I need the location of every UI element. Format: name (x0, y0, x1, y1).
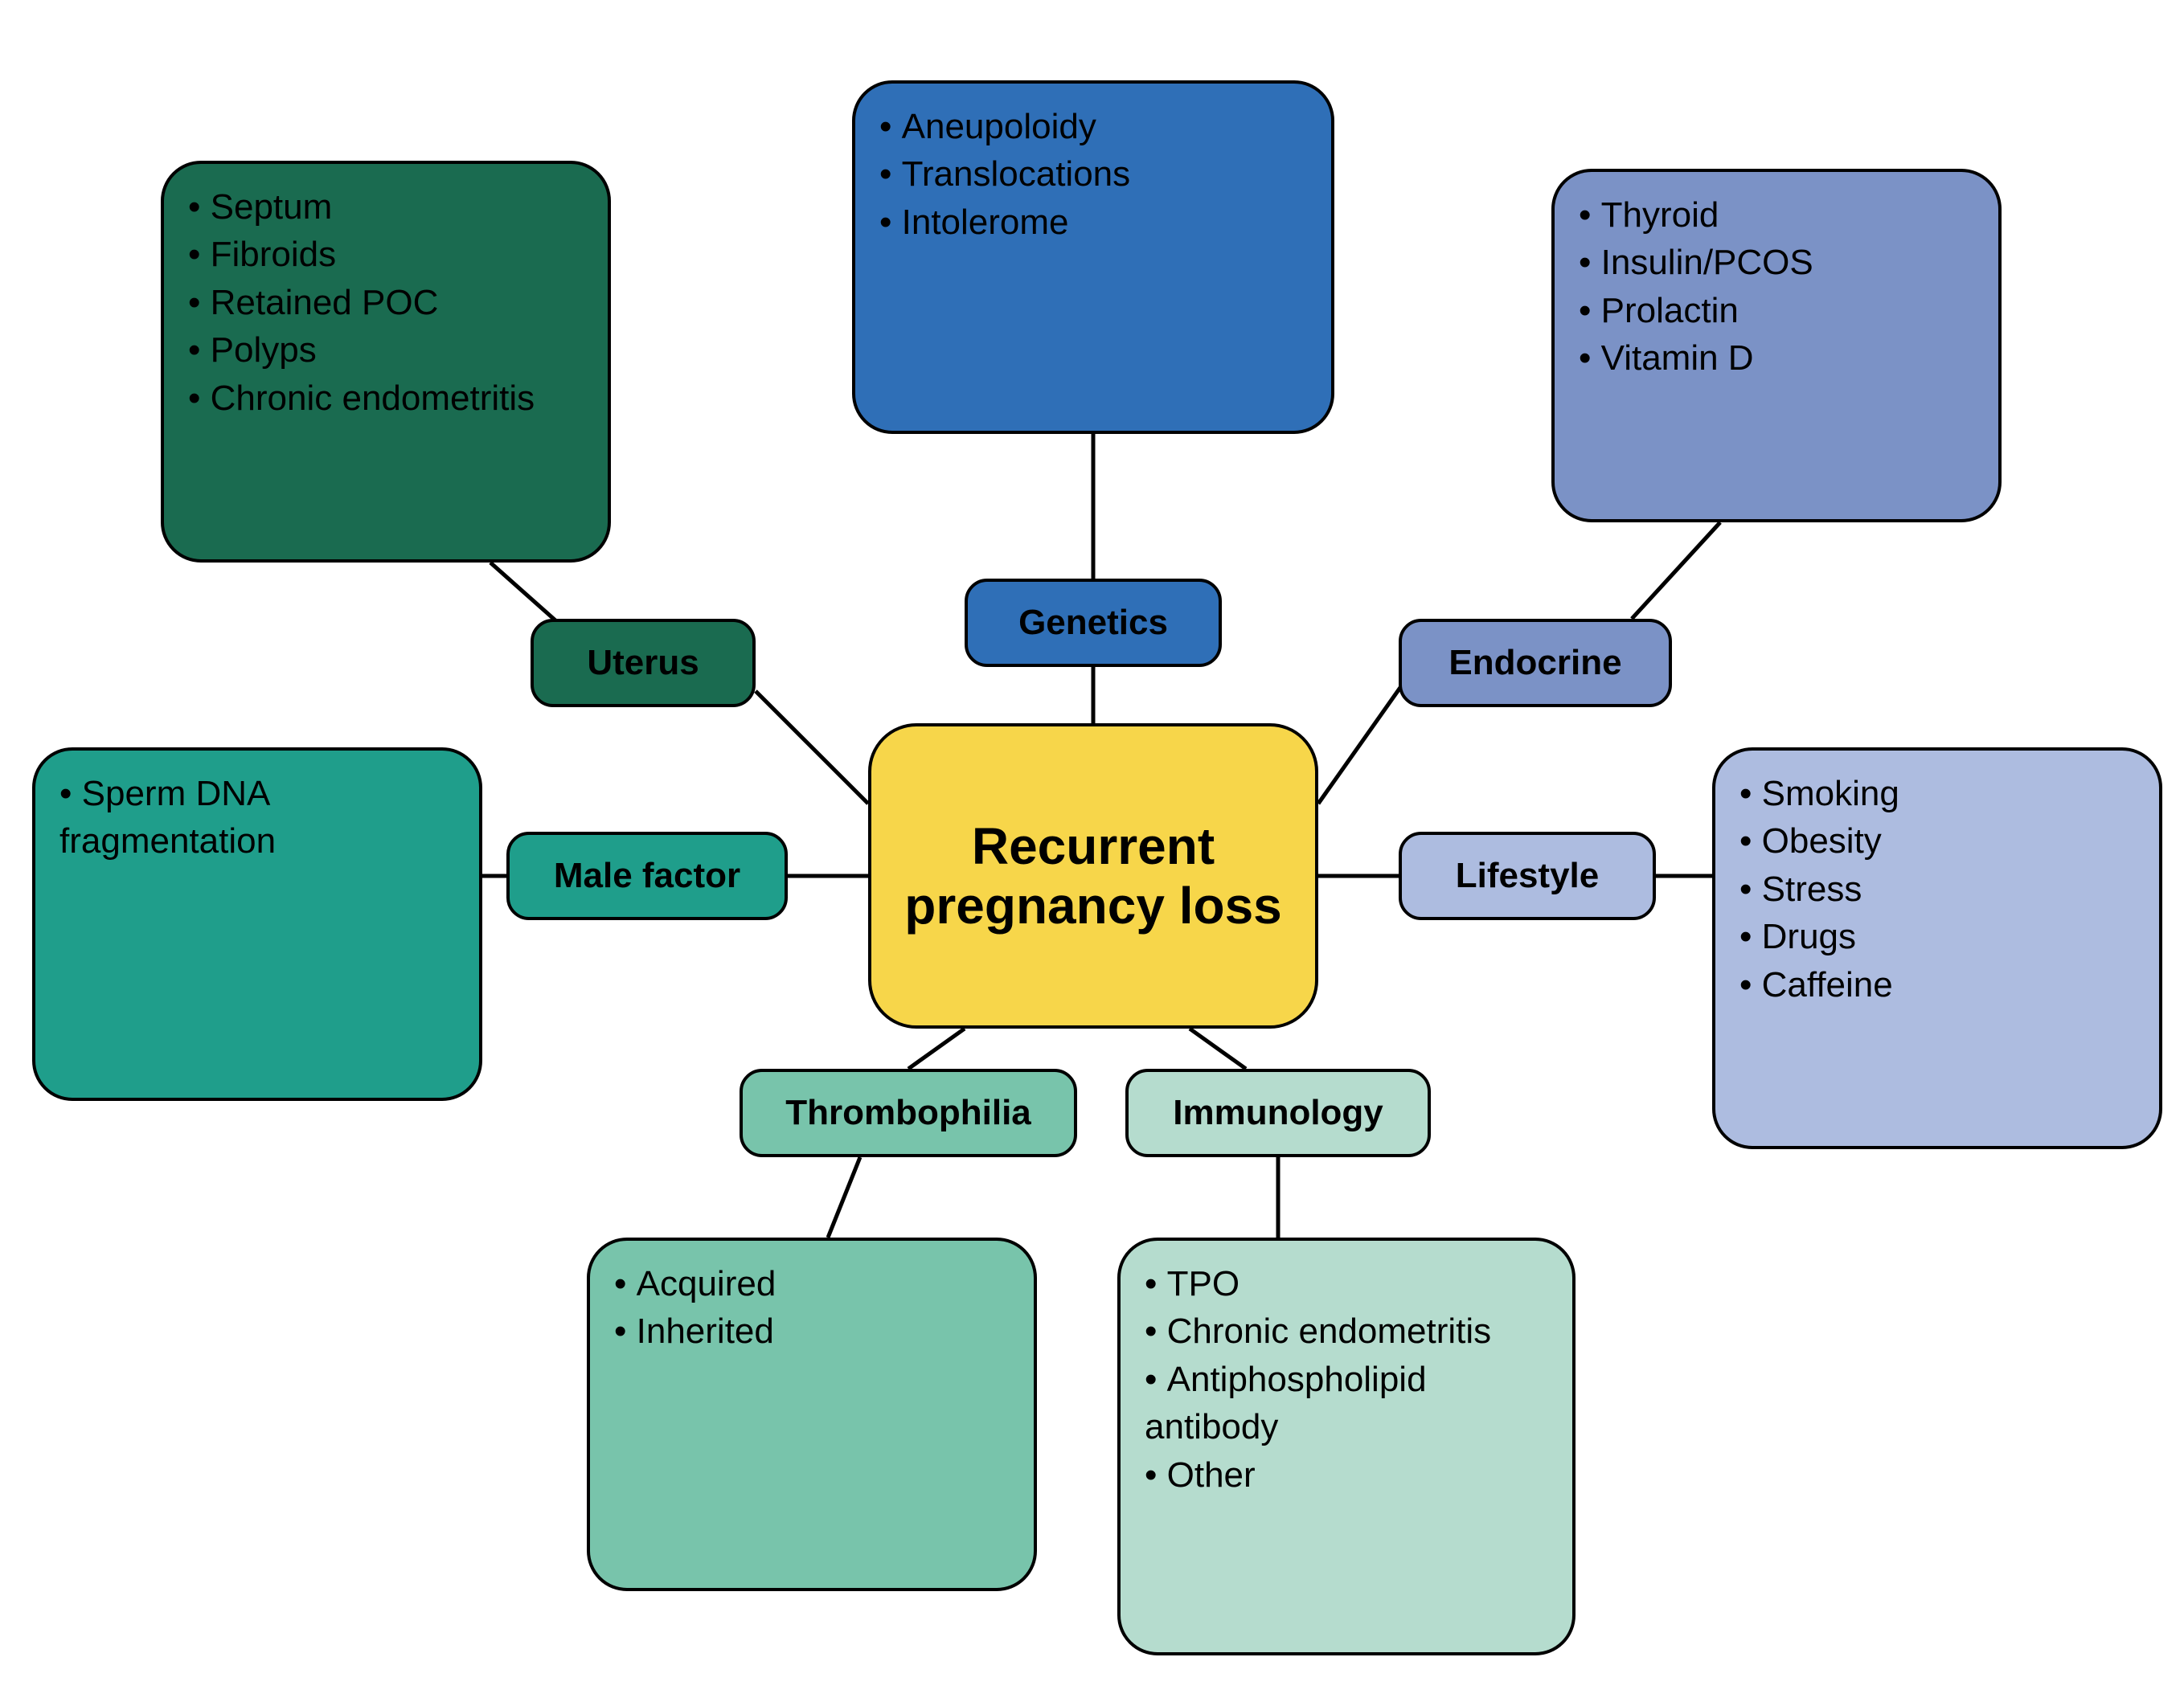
detail-item: Chronic endometritis (1145, 1307, 1548, 1355)
detail-item: Obesity (1739, 817, 2135, 865)
detail-item: Smoking (1739, 770, 2135, 817)
category-detail-male-factor: Sperm DNA fragmentation (32, 747, 482, 1101)
detail-item: Translocations (879, 150, 1307, 198)
detail-item: Septum (188, 183, 584, 231)
category-label-uterus: Uterus (531, 619, 756, 707)
detail-item: Drugs (1739, 913, 2135, 960)
detail-item: Vitamin D (1579, 334, 1974, 382)
detail-item: Aneupoloidy (879, 103, 1307, 150)
detail-item: Insulin/PCOS (1579, 239, 1974, 286)
detail-item: Inherited (614, 1307, 1010, 1355)
diagram-canvas: Recurrent pregnancy loss Genetics Aneupolo… (0, 0, 2184, 1694)
category-detail-uterus: SeptumFibroidsRetained POCPolypsChronic … (161, 161, 611, 563)
detail-item: Antiphospholipid antibody (1145, 1356, 1548, 1451)
detail-item: Retained POC (188, 279, 584, 326)
detail-item: Acquired (614, 1260, 1010, 1307)
detail-item: TPO (1145, 1260, 1548, 1307)
center-node: Recurrent pregnancy loss (868, 723, 1318, 1029)
detail-item: Fibroids (188, 231, 584, 278)
detail-item: Thyroid (1579, 191, 1974, 239)
detail-list-genetics: AneupoloidyTranslocationsIntolerome (879, 103, 1307, 246)
category-detail-thrombophilia: AcquiredInherited (587, 1238, 1037, 1591)
detail-item: Caffeine (1739, 961, 2135, 1009)
category-label-lifestyle: Lifestyle (1399, 832, 1656, 920)
category-label-male-factor: Male factor (506, 832, 788, 920)
detail-list-endocrine: ThyroidInsulin/PCOSProlactinVitamin D (1579, 191, 1974, 383)
category-label-thrombophilia: Thrombophilia (740, 1069, 1077, 1157)
detail-item: Chronic endometritis (188, 374, 584, 422)
detail-item: Stress (1739, 865, 2135, 913)
category-label-genetics: Genetics (965, 579, 1222, 667)
detail-item: Sperm DNA fragmentation (59, 770, 455, 865)
detail-item: Intolerome (879, 198, 1307, 246)
detail-item: Prolactin (1579, 287, 1974, 334)
category-detail-immunology: TPOChronic endometritisAntiphospholipid … (1117, 1238, 1576, 1655)
category-label-endocrine: Endocrine (1399, 619, 1672, 707)
category-detail-endocrine: ThyroidInsulin/PCOSProlactinVitamin D (1551, 169, 2002, 522)
detail-list-thrombophilia: AcquiredInherited (614, 1260, 1010, 1356)
category-label-immunology: Immunology (1125, 1069, 1431, 1157)
detail-item: Other (1145, 1451, 1548, 1499)
detail-list-immunology: TPOChronic endometritisAntiphospholipid … (1145, 1260, 1548, 1499)
detail-list-uterus: SeptumFibroidsRetained POCPolypsChronic … (188, 183, 584, 422)
detail-list-male-factor: Sperm DNA fragmentation (59, 770, 455, 865)
detail-list-lifestyle: SmokingObesityStressDrugsCaffeine (1739, 770, 2135, 1009)
detail-item: Polyps (188, 326, 584, 374)
category-detail-lifestyle: SmokingObesityStressDrugsCaffeine (1712, 747, 2162, 1149)
category-detail-genetics: AneupoloidyTranslocationsIntolerome (852, 80, 1334, 434)
